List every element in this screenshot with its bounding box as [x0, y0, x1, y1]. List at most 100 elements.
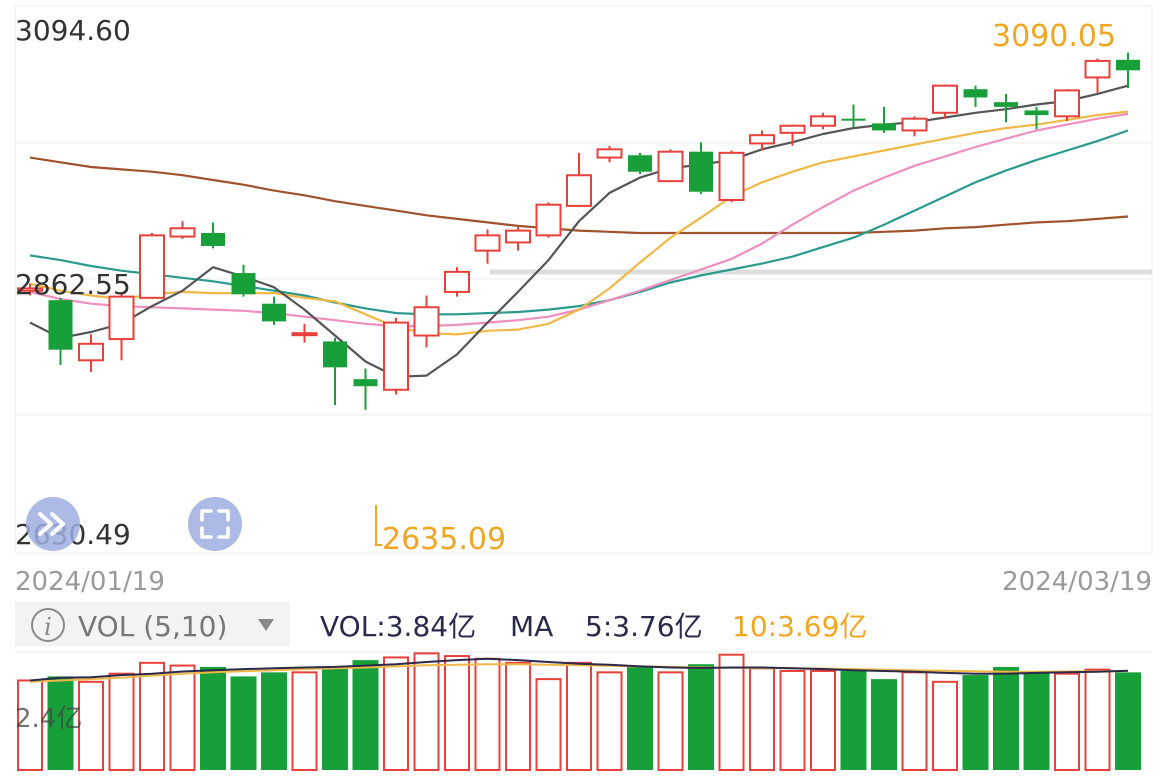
- fullscreen-icon: [200, 509, 230, 539]
- candle: [1054, 89, 1080, 122]
- price-grid: [14, 5, 1153, 554]
- volume-bar: [871, 679, 897, 770]
- candle: [169, 221, 196, 239]
- vol-ma-label: MA: [510, 610, 553, 643]
- double-chevron-icon: [38, 512, 65, 536]
- candle-body: [291, 332, 318, 337]
- volume-bar: [78, 680, 104, 771]
- volume-bar: [17, 679, 43, 772]
- ma-long-line: [29, 156, 1129, 235]
- candle-body: [657, 150, 684, 183]
- candle-body: [779, 124, 806, 134]
- volume-bar: [962, 675, 989, 770]
- candle-body: [353, 379, 378, 387]
- candle: [353, 368, 378, 410]
- candle-body: [139, 234, 165, 299]
- volume-bar: [810, 669, 836, 772]
- volume-bar: [505, 661, 531, 772]
- candle-body: [628, 155, 652, 172]
- volume-bar: [108, 672, 135, 772]
- volume-ma5-line: [29, 657, 1129, 682]
- volume-bar: [932, 680, 958, 771]
- volume-bar: [383, 656, 409, 772]
- candle-body: [596, 148, 623, 159]
- candle: [872, 106, 896, 133]
- candle: [291, 323, 318, 343]
- info-icon-glyph: i: [44, 613, 52, 641]
- candle: [262, 296, 286, 325]
- date-start: 2024/01/19: [15, 567, 165, 597]
- price-axis-mid: 2862.55: [15, 268, 131, 301]
- candle: [1024, 106, 1049, 130]
- volume-bar: [291, 671, 318, 772]
- low-annotation: 2635.09: [382, 522, 506, 557]
- high-annotation: 3090.05: [992, 19, 1116, 54]
- indicator-selector[interactable]: [15, 602, 290, 646]
- volume-bar: [718, 653, 745, 771]
- price-axis-top: 3094.60: [15, 14, 131, 47]
- volume-bar: [1023, 672, 1050, 770]
- volume-bar: [352, 660, 379, 770]
- fullscreen-button[interactable]: [188, 497, 242, 551]
- volume-bar: [840, 670, 867, 770]
- candle: [901, 116, 928, 137]
- volume-bar: [1115, 672, 1141, 770]
- date-end: 2024/03/19: [1002, 567, 1152, 597]
- candle: [17, 283, 43, 296]
- candle-body: [505, 229, 531, 244]
- candle-body: [1116, 59, 1140, 71]
- candle: [689, 142, 713, 195]
- indicator-name: VOL (5,10): [78, 610, 227, 643]
- candle-body: [872, 123, 896, 131]
- candle-body: [810, 115, 836, 127]
- candle: [932, 84, 958, 119]
- volume-bar: [413, 652, 440, 771]
- candle: [383, 317, 409, 395]
- volume-bar: [535, 678, 562, 772]
- candle: [139, 232, 165, 299]
- ma10-line: [29, 110, 1129, 336]
- volume-bar: [230, 676, 257, 770]
- candle: [963, 85, 988, 107]
- candle: [474, 229, 501, 264]
- volume-bar: [749, 667, 775, 772]
- candle: [48, 297, 73, 366]
- candle-body: [963, 89, 988, 98]
- candle: [413, 295, 440, 348]
- candle-body: [718, 151, 745, 201]
- volume-bar: [596, 671, 623, 772]
- candle-body: [17, 287, 43, 292]
- volume-bar: [1084, 668, 1111, 772]
- candle-body: [1084, 59, 1111, 79]
- candle: [596, 145, 623, 163]
- candle: [628, 152, 652, 175]
- expand-left-button[interactable]: [26, 497, 80, 551]
- candle-body: [383, 321, 409, 391]
- candle: [323, 337, 347, 406]
- vol-ma10-value: 10:3.69亿: [732, 610, 867, 643]
- candle: [994, 93, 1018, 123]
- candle: [1116, 52, 1140, 89]
- candle-body: [1024, 110, 1049, 116]
- candle: [841, 104, 866, 127]
- candle-body: [231, 273, 256, 295]
- candle-body: [1054, 89, 1080, 118]
- info-icon[interactable]: [31, 608, 65, 642]
- candle-body: [901, 117, 928, 132]
- dropdown-caret-icon[interactable]: [258, 619, 274, 631]
- low-leader-line: [375, 505, 382, 546]
- volume-ma-lines: [29, 657, 1129, 683]
- candle-body: [474, 234, 501, 252]
- volume-bar: [261, 672, 287, 770]
- candle-body: [262, 303, 286, 322]
- candle: [779, 124, 806, 146]
- volume-bar: [566, 661, 592, 772]
- volume-bar: [47, 676, 74, 770]
- volume-bar: [169, 664, 196, 772]
- candle: [231, 264, 256, 297]
- candle-body: [841, 118, 866, 121]
- candle: [810, 112, 836, 130]
- candle: [201, 222, 225, 249]
- candle: [749, 130, 775, 151]
